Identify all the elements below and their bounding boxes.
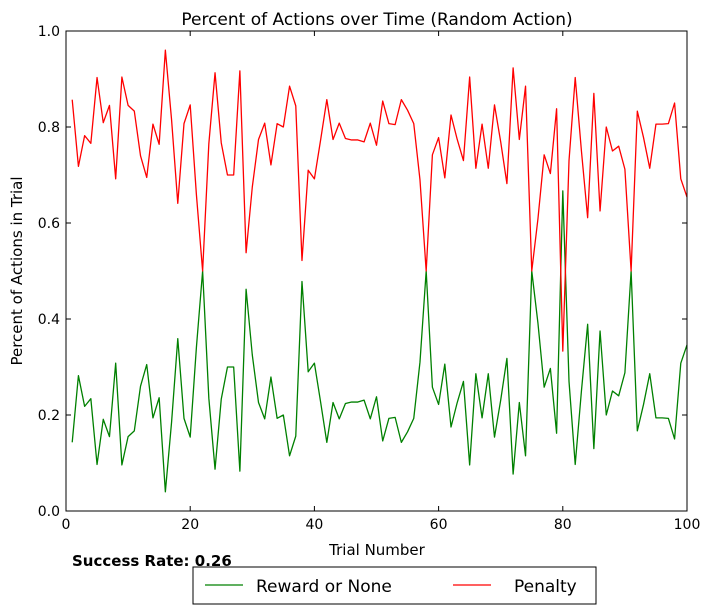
x-tick-label: 100 xyxy=(674,517,701,533)
plot-background xyxy=(66,31,687,511)
legend-box xyxy=(192,566,597,605)
plot-frame xyxy=(65,30,688,512)
x-axis-label: Trial Number xyxy=(328,541,426,559)
series-line-penalty xyxy=(71,49,688,352)
success-rate-annotation: Success Rate: 0.26 xyxy=(72,552,232,570)
chart-title: Percent of Actions over Time (Random Act… xyxy=(181,10,572,30)
y-tick-label: 1.0 xyxy=(38,24,60,40)
y-tick-label: 0.2 xyxy=(38,408,60,424)
legend: Reward or None Penalty xyxy=(192,566,597,605)
x-tick-label: 80 xyxy=(554,517,572,533)
y-tick-label: 0.0 xyxy=(38,504,60,520)
y-axis-label: Percent of Actions in Trial xyxy=(8,176,26,365)
y-tick-label: 0.6 xyxy=(38,216,60,232)
x-tick-label: 40 xyxy=(305,517,323,533)
y-tick-label: 0.4 xyxy=(38,312,60,328)
series-line-reward-or-none xyxy=(71,190,688,493)
x-tick-label: 60 xyxy=(430,517,448,533)
x-tick-label: 0 xyxy=(62,517,71,533)
legend-label-penalty: Penalty xyxy=(514,577,577,597)
legend-label-reward-or-none: Reward or None xyxy=(256,577,392,597)
x-tick-label: 20 xyxy=(181,517,199,533)
series-layer xyxy=(71,49,688,493)
y-tick-label: 0.8 xyxy=(38,120,60,136)
y-axis: 0.0 0.2 0.4 0.6 0.8 1.0 xyxy=(38,24,687,520)
x-axis: 0 20 40 60 80 100 xyxy=(62,31,701,533)
